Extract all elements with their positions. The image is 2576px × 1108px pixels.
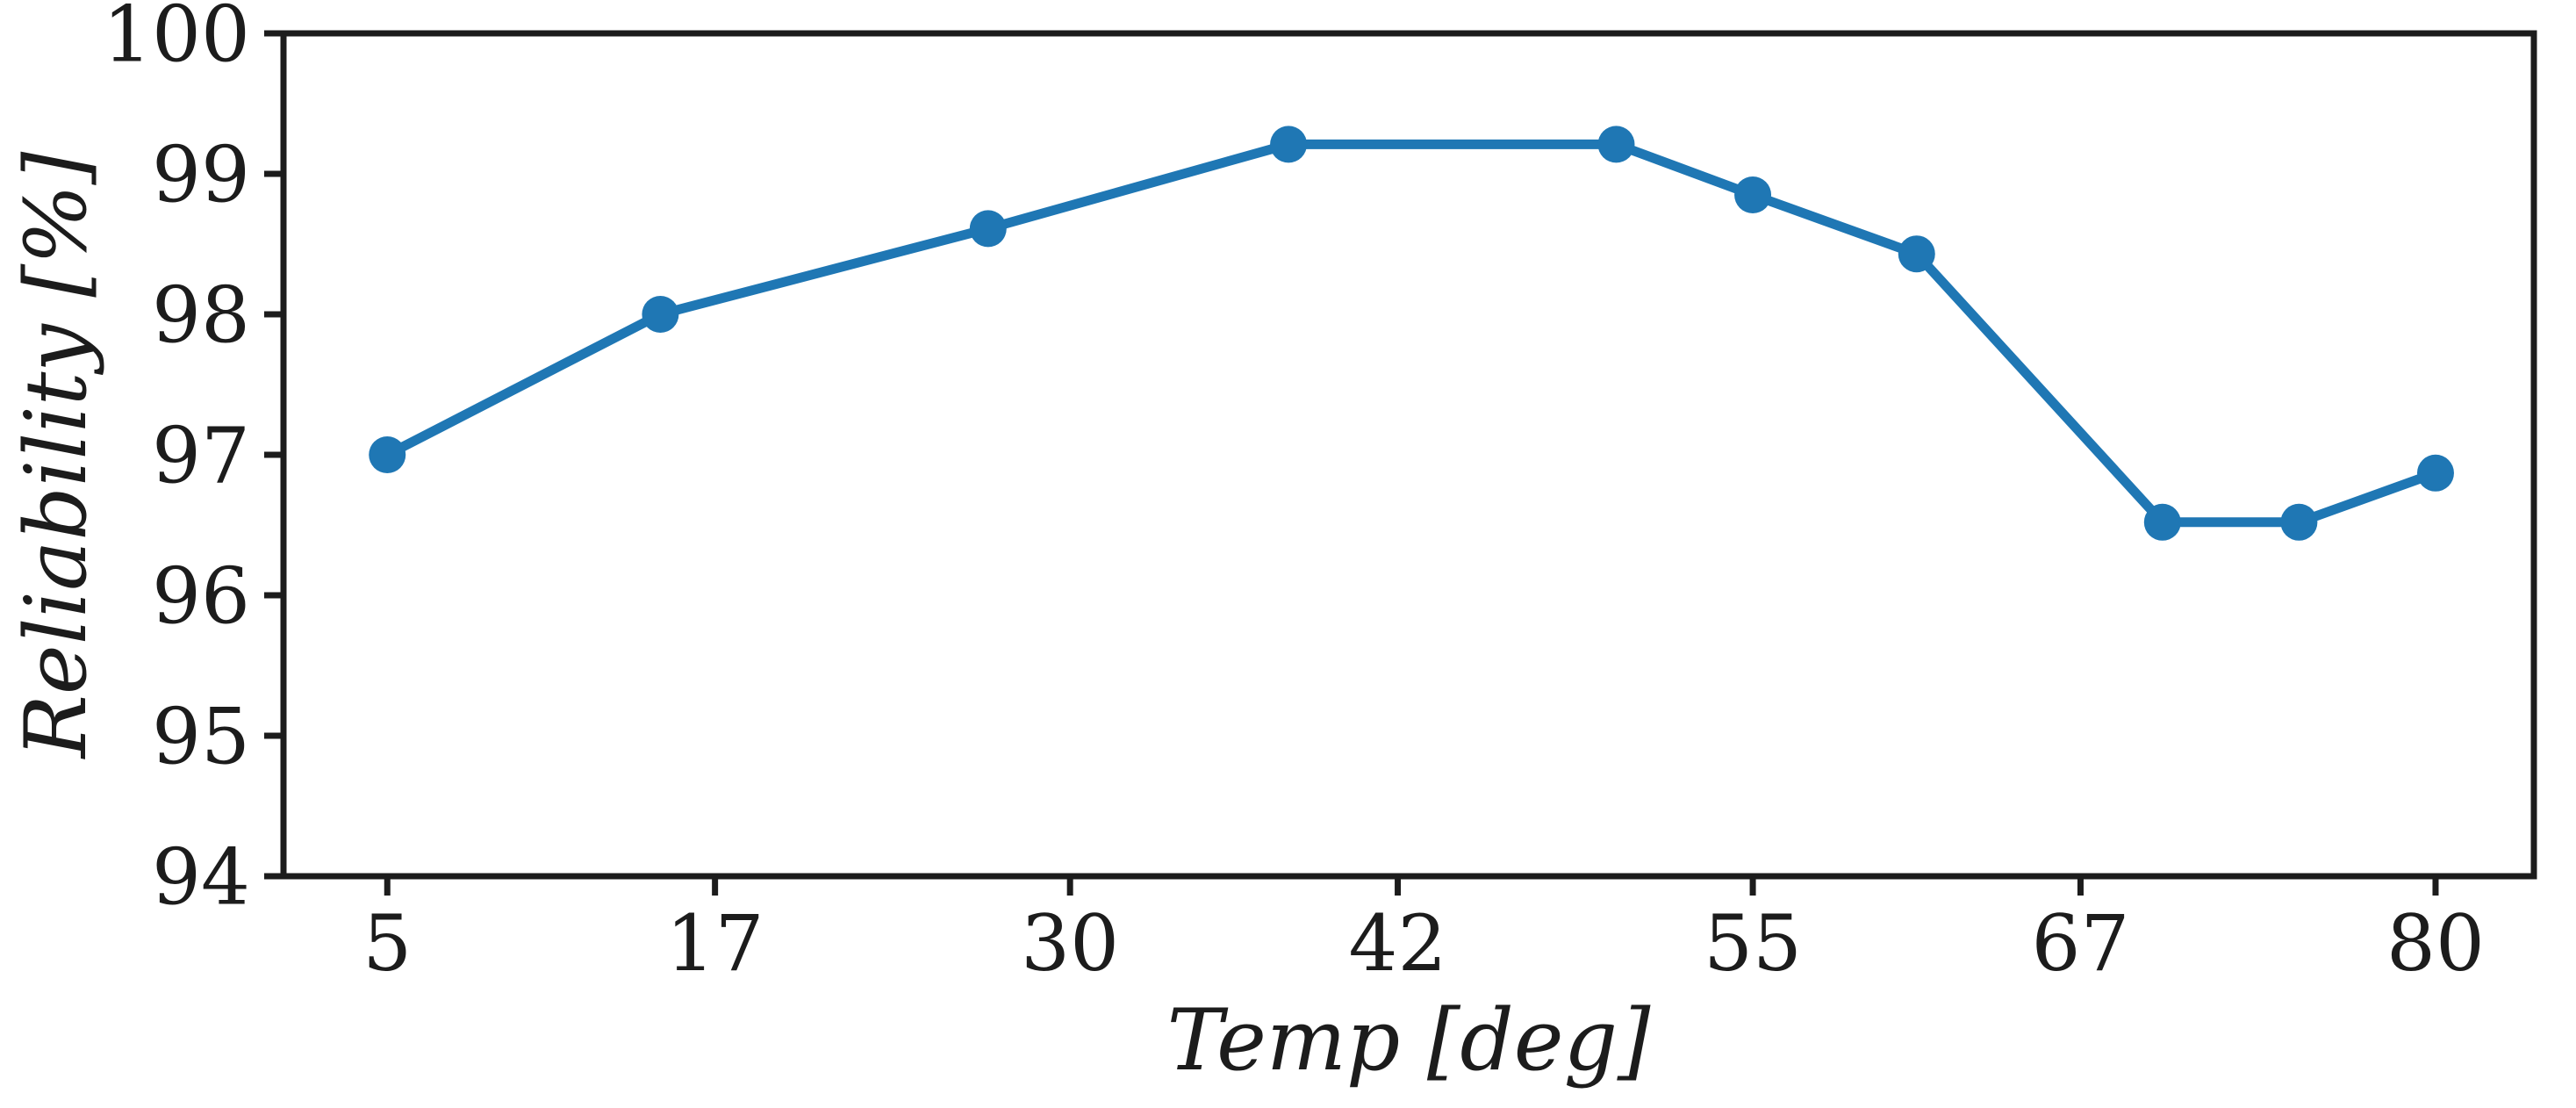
data-line [382, 139, 2441, 528]
data-point [642, 296, 679, 333]
y-tick-label: 96 [152, 551, 250, 642]
data-series [369, 126, 2454, 541]
axes-box [280, 30, 2537, 880]
x-tick-label: 17 [666, 898, 764, 989]
x-tick-label: 42 [1349, 898, 1447, 989]
y-axis-ticks: 94 95 96 97 98 99 100 [103, 0, 283, 923]
data-point [2416, 454, 2454, 492]
y-tick-label: 97 [152, 411, 250, 501]
y-tick-label: 100 [103, 0, 250, 80]
y-tick-label: 94 [152, 832, 250, 923]
data-point [2143, 503, 2181, 541]
data-point [1734, 176, 1772, 213]
data-point [1270, 126, 1308, 163]
x-tick-label: 80 [2386, 898, 2485, 989]
y-tick-label: 95 [152, 692, 250, 782]
data-point [969, 210, 1007, 248]
data-point [369, 436, 406, 473]
x-axis-label: Temp [deg] [1166, 991, 1651, 1090]
x-tick-label: 5 [362, 898, 412, 989]
x-tick-label: 55 [1704, 898, 1802, 989]
data-point [1898, 235, 1935, 273]
data-point [1597, 126, 1635, 163]
x-tick-label: 30 [1021, 898, 1119, 989]
x-axis-ticks: 5 17 30 42 55 67 80 [362, 876, 2485, 989]
y-axis-label: Reliability [%] [7, 151, 105, 759]
x-tick-label: 67 [2031, 898, 2129, 989]
y-tick-label: 98 [152, 270, 250, 361]
data-point [2280, 503, 2318, 541]
y-tick-label: 99 [152, 130, 250, 220]
